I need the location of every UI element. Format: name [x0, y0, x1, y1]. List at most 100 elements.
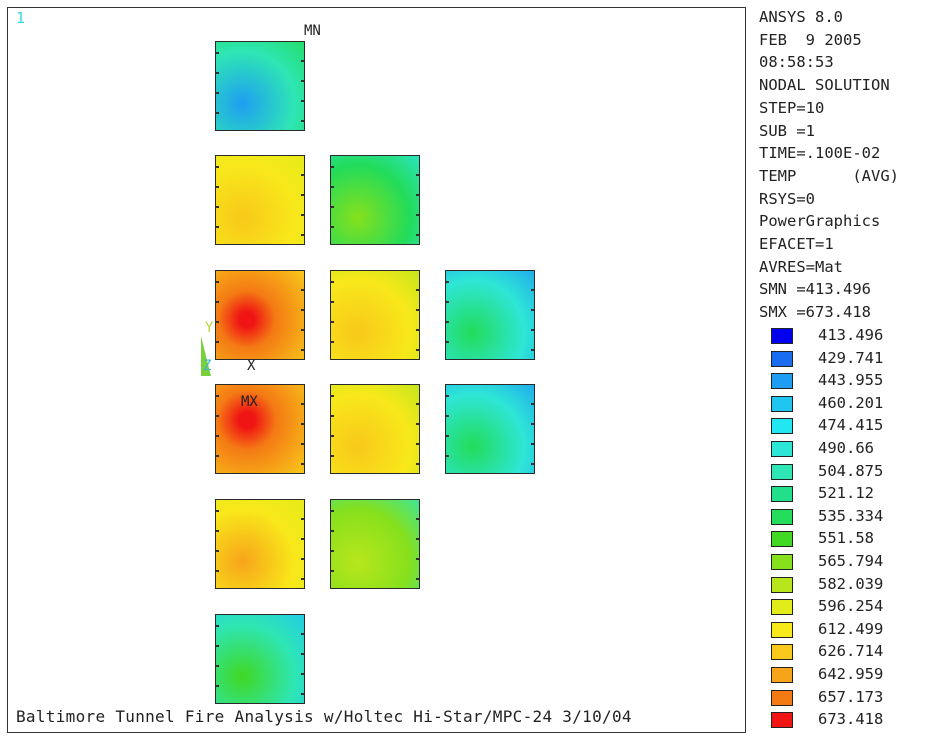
mesh-tick	[446, 281, 449, 283]
mesh-tick	[416, 194, 419, 196]
mesh-tick	[301, 443, 304, 445]
legend-swatch	[771, 553, 793, 570]
legend-value: 626.714	[818, 642, 884, 661]
info-line: PowerGraphics	[759, 212, 881, 231]
mesh-tick	[301, 194, 304, 196]
mesh-tick	[216, 645, 219, 647]
mesh-tick	[216, 685, 219, 687]
contour-cell	[330, 499, 420, 589]
mesh-tick	[216, 665, 219, 667]
legend-value: 612.499	[818, 619, 884, 638]
mesh-tick	[301, 174, 304, 176]
mesh-tick	[416, 578, 419, 580]
max-marker-label: MX	[241, 394, 258, 410]
info-line: ANSYS 8.0	[759, 8, 843, 26]
legend-value: 504.875	[818, 461, 884, 480]
mesh-tick	[301, 518, 304, 520]
mesh-tick	[416, 309, 419, 311]
mesh-tick	[216, 530, 219, 532]
mesh-tick	[216, 281, 219, 283]
info-line: TEMP (AVG)	[759, 166, 899, 185]
info-line: TIME=.100E-02	[759, 144, 881, 163]
mesh-tick	[301, 60, 304, 62]
legend-swatch	[771, 395, 793, 412]
triad-y-label: Y	[205, 320, 214, 336]
mesh-tick	[446, 301, 449, 303]
mesh-tick	[531, 349, 534, 351]
legend-swatch	[771, 463, 793, 480]
mesh-tick	[301, 578, 304, 580]
mesh-tick	[531, 423, 534, 425]
contour-cell	[445, 384, 535, 474]
mesh-tick	[301, 289, 304, 291]
legend-value: 551.58	[818, 529, 874, 548]
mesh-tick	[416, 443, 419, 445]
mesh-tick	[301, 329, 304, 331]
mesh-tick	[331, 301, 334, 303]
legend-value: 413.496	[818, 326, 884, 344]
mesh-tick	[216, 206, 219, 208]
mesh-tick	[416, 174, 419, 176]
mesh-tick	[301, 538, 304, 540]
mesh-tick	[331, 455, 334, 457]
info-line: SUB =1	[759, 121, 815, 140]
contour-cell	[215, 270, 305, 360]
info-line: AVRES=Mat	[759, 257, 843, 276]
legend-swatch	[771, 689, 793, 706]
mesh-tick	[216, 510, 219, 512]
mesh-tick	[216, 186, 219, 188]
window-number: 1	[16, 9, 26, 27]
mesh-tick	[331, 341, 334, 343]
mesh-tick	[331, 226, 334, 228]
mesh-tick	[416, 349, 419, 351]
mesh-tick	[216, 112, 219, 114]
mesh-tick	[331, 550, 334, 552]
legend-swatch	[771, 576, 793, 593]
info-line: 08:58:53	[759, 53, 834, 72]
mesh-tick	[331, 206, 334, 208]
graphics-viewport[interactable]: 1 MN MX Y Z X Baltimore Tunnel Fire Anal…	[7, 7, 746, 733]
mesh-tick	[446, 455, 449, 457]
mesh-tick	[216, 435, 219, 437]
mesh-tick	[301, 309, 304, 311]
contour-cell	[215, 614, 305, 704]
mesh-tick	[216, 455, 219, 457]
mesh-tick	[416, 214, 419, 216]
mesh-tick	[416, 423, 419, 425]
legend-swatch	[771, 621, 793, 638]
mesh-tick	[331, 510, 334, 512]
mesh-tick	[301, 349, 304, 351]
mesh-tick	[446, 341, 449, 343]
mesh-tick	[216, 92, 219, 94]
mesh-tick	[301, 423, 304, 425]
mesh-tick	[216, 226, 219, 228]
info-line: EFACET=1	[759, 235, 834, 254]
mesh-tick	[331, 321, 334, 323]
mesh-tick	[216, 341, 219, 343]
legend-value: 582.039	[818, 574, 884, 593]
mesh-tick	[216, 52, 219, 54]
legend-swatch	[771, 350, 793, 367]
mesh-tick	[331, 530, 334, 532]
contour-cell	[330, 270, 420, 360]
mesh-tick	[216, 415, 219, 417]
triad-z-label: Z	[203, 358, 212, 374]
mesh-tick	[216, 321, 219, 323]
info-line: SMX =673.418	[759, 303, 871, 322]
min-marker-label: MN	[304, 23, 321, 39]
mesh-tick	[446, 395, 449, 397]
legend-value: 474.415	[818, 416, 884, 435]
contour-cell	[445, 270, 535, 360]
legend-swatch	[771, 712, 793, 729]
legend-value: 429.741	[818, 348, 884, 367]
legend-value: 596.254	[818, 597, 884, 616]
mesh-tick	[446, 415, 449, 417]
triad-arrow-icon	[201, 336, 211, 376]
mesh-tick	[416, 558, 419, 560]
mesh-tick	[416, 329, 419, 331]
mesh-tick	[301, 234, 304, 236]
contour-cell	[215, 155, 305, 245]
legend-swatch	[771, 644, 793, 661]
legend-swatch	[771, 599, 793, 616]
mesh-tick	[216, 395, 219, 397]
